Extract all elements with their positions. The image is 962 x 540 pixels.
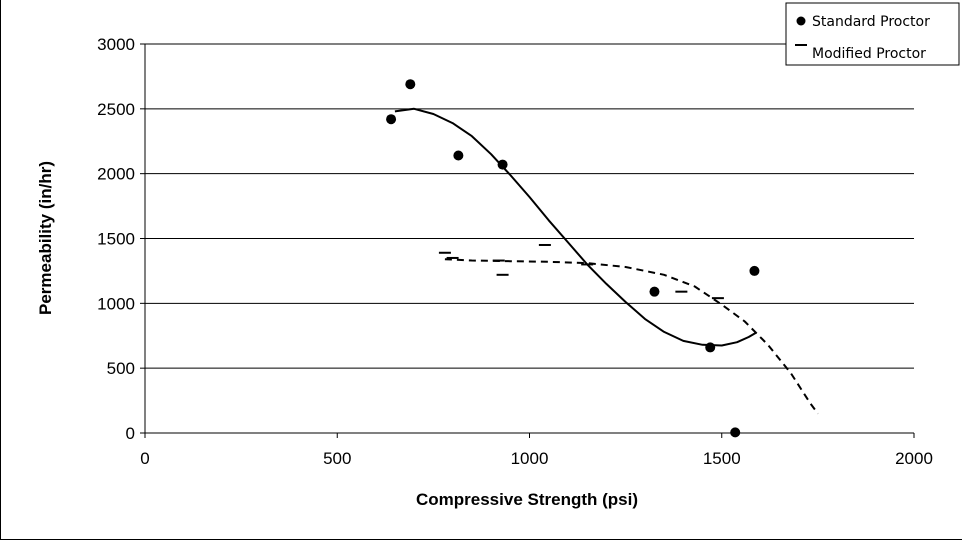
axis-layer <box>140 43 915 438</box>
point-layer <box>386 79 760 438</box>
data-point-standard-proctor <box>405 79 416 90</box>
y-axis-title: Permeability (in/hr) <box>36 161 55 315</box>
x-tick-label: 0 <box>140 449 149 468</box>
legend-label-modified-proctor: Modified Proctor <box>812 46 926 62</box>
x-tick-label: 500 <box>323 449 351 468</box>
trendline-modified-proctor <box>444 258 819 415</box>
y-tick-label: 0 <box>126 424 135 443</box>
legend-box <box>785 2 960 66</box>
grid-layer <box>145 43 914 369</box>
y-tick-label: 2000 <box>97 165 135 184</box>
trendline-standard-proctor <box>394 107 757 347</box>
x-axis-title: Compressive Strength (psi) <box>416 490 638 509</box>
data-point-standard-proctor <box>705 342 716 353</box>
legend-label-standard-proctor: Standard Proctor <box>812 14 930 30</box>
x-tick-label: 1500 <box>703 449 741 468</box>
legend-marker-standard-proctor <box>796 16 806 26</box>
x-tick-label: 2000 <box>895 449 933 468</box>
data-point-standard-proctor <box>730 427 741 438</box>
data-point-standard-proctor <box>453 150 464 161</box>
data-point-standard-proctor <box>749 265 760 276</box>
y-tick-label: 1500 <box>97 230 135 249</box>
data-point-standard-proctor <box>386 114 397 125</box>
x-tick-label: 1000 <box>511 449 549 468</box>
y-tick-label: 2500 <box>97 100 135 119</box>
ticklabel-layer: 0 500 1000 1500 2000 2500 3000 0 500 1000 1500 2000 <box>97 35 933 468</box>
data-point-standard-proctor <box>649 286 660 297</box>
data-point-standard-proctor <box>497 159 508 170</box>
legend: Standard Proctor Modified Proctor <box>785 2 960 66</box>
y-tick-label: 1000 <box>97 294 135 313</box>
y-tick-label: 500 <box>107 359 135 378</box>
y-tick-label: 3000 <box>97 35 135 54</box>
